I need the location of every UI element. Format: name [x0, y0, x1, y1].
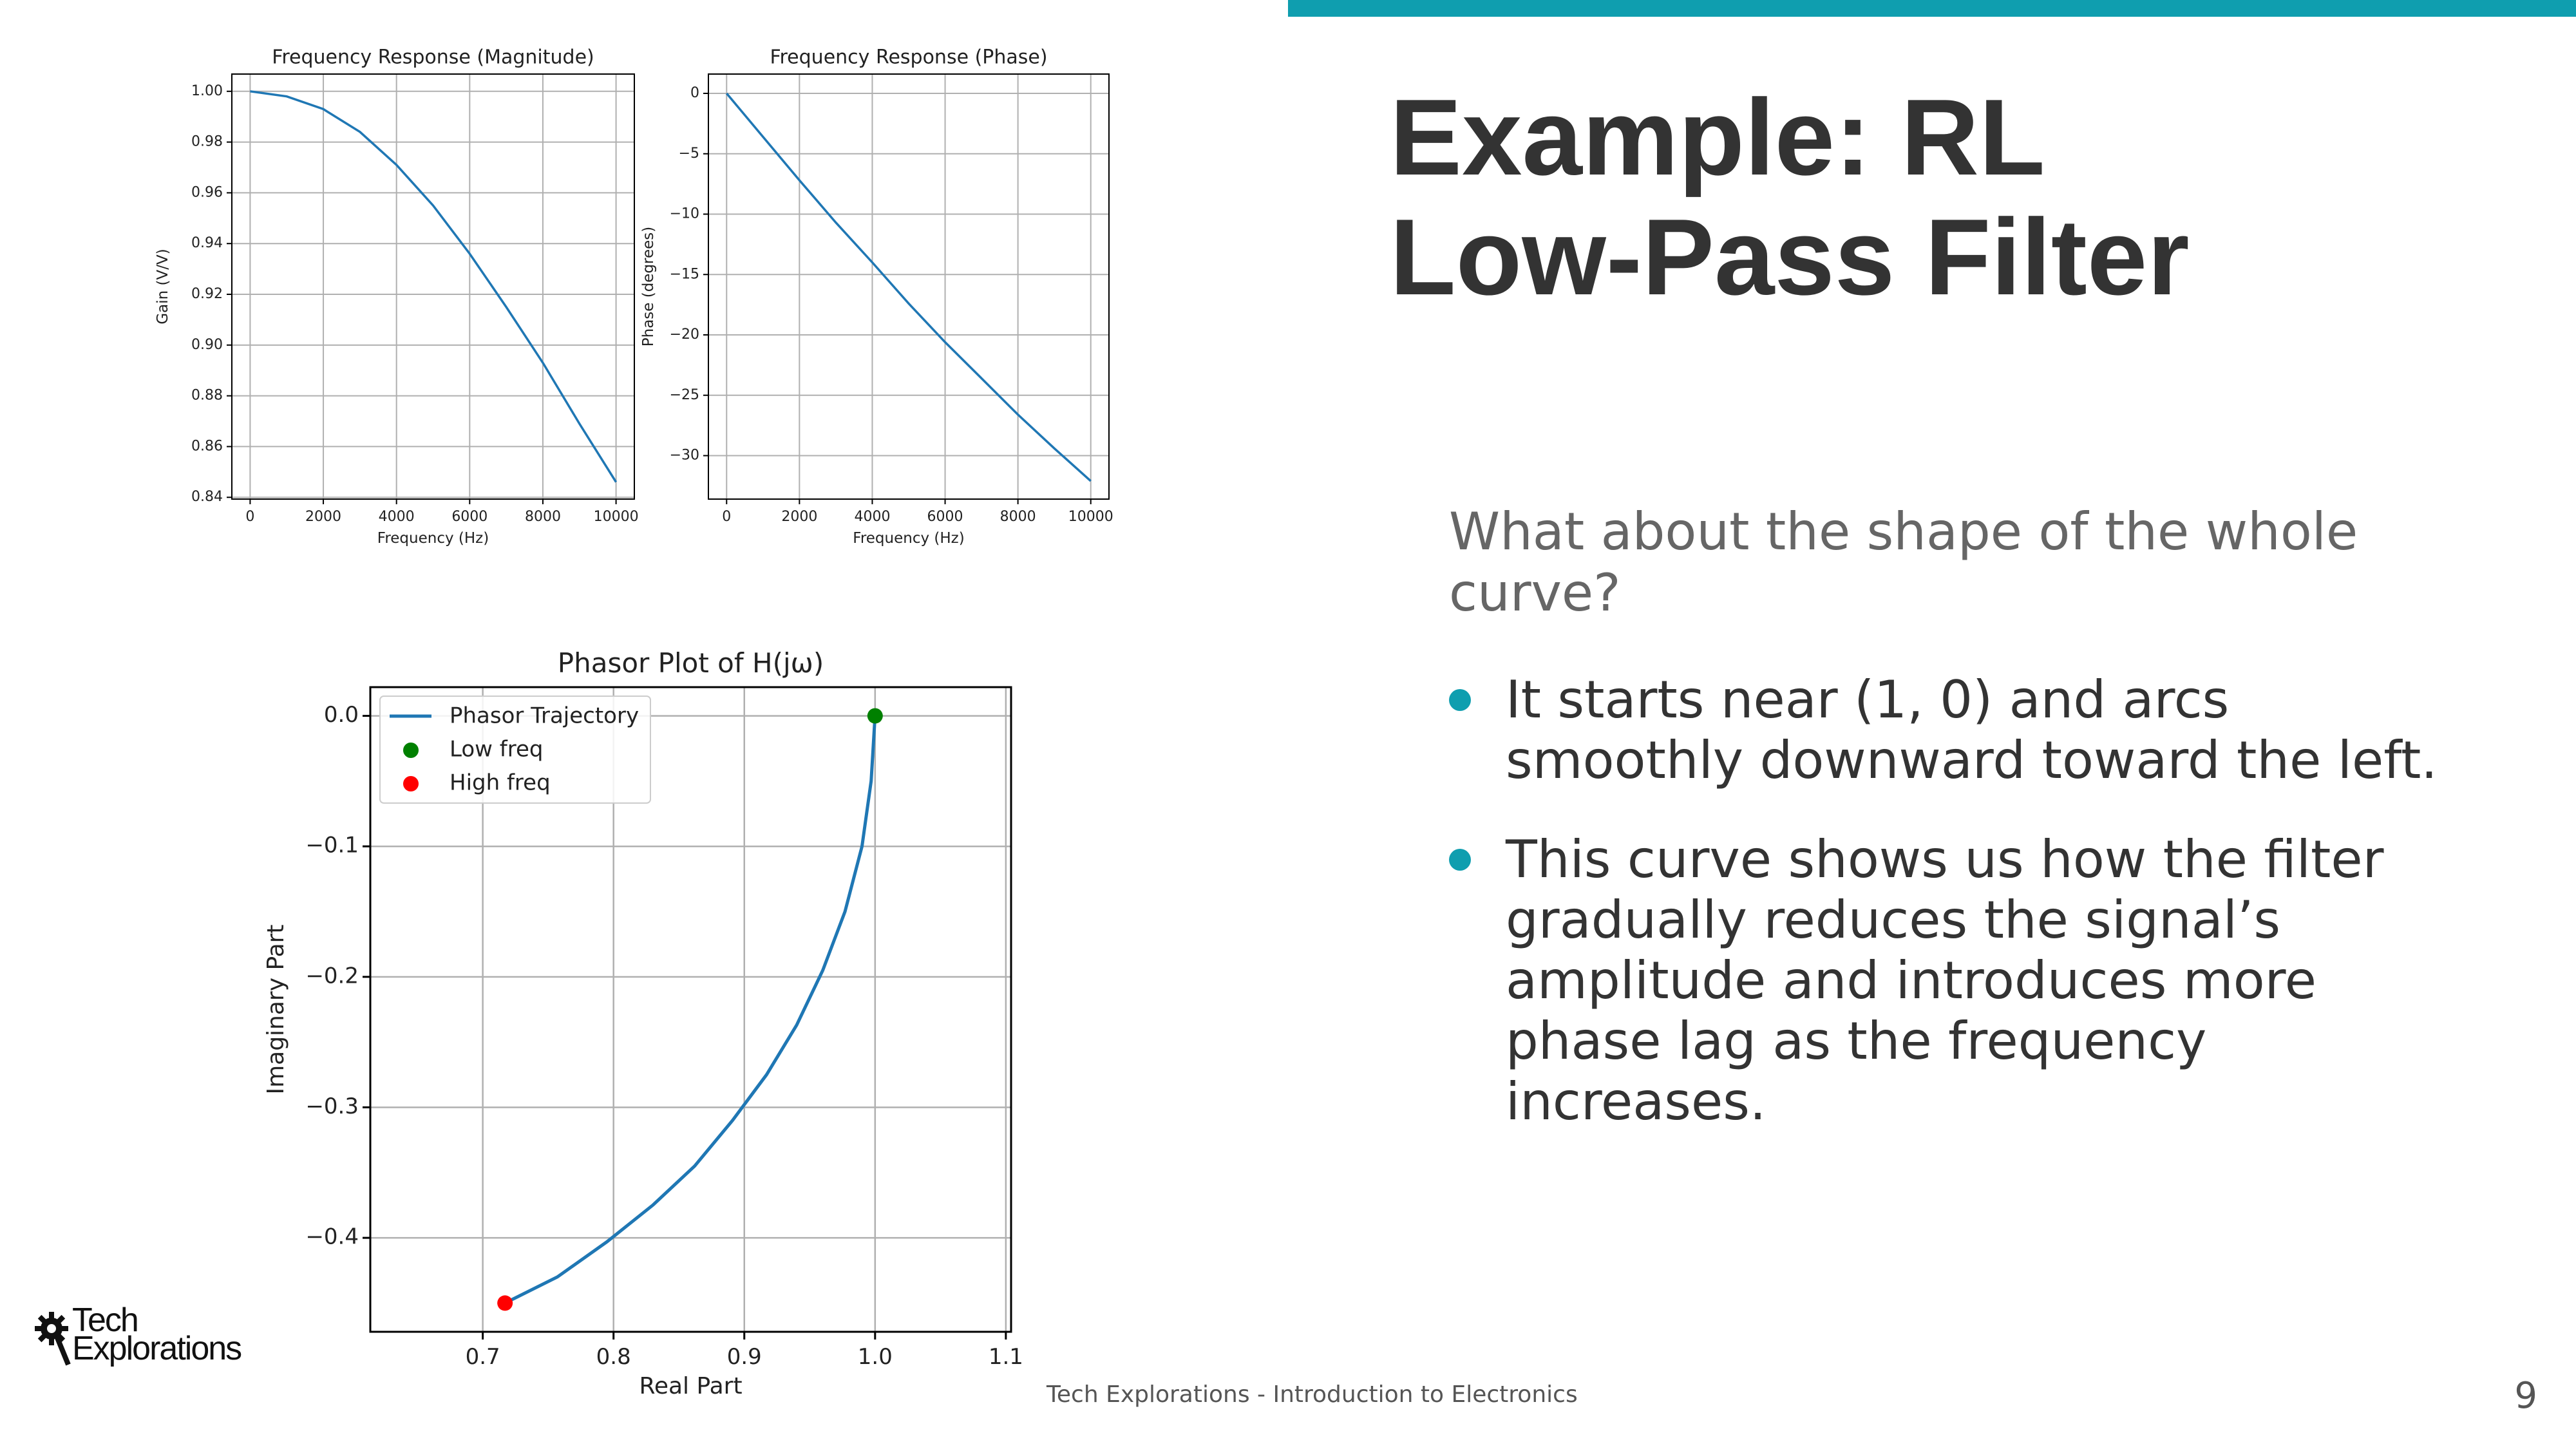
- slide-title: Example: RL Low-Pass Filter: [1390, 77, 2485, 317]
- bullet-item: It starts near (1, 0) and arcs smoothly …: [1449, 670, 2454, 791]
- y-tick-label: −5: [679, 146, 699, 162]
- legend-label-low: Low freq: [450, 737, 543, 762]
- page-number: 9: [2514, 1375, 2537, 1417]
- plot-frame: [231, 73, 635, 500]
- bullet-text: It starts near (1, 0) and arcs smoothly …: [1506, 670, 2438, 790]
- bullet-dot-icon: [1449, 689, 1471, 711]
- low-freq-point: [867, 708, 883, 724]
- footer-text: Tech Explorations - Introduction to Elec…: [1046, 1381, 1578, 1408]
- x-tick-label: 2000: [305, 509, 341, 525]
- gain-series-line: [250, 90, 618, 483]
- y-tick-label: 0.0: [324, 702, 359, 728]
- x-tick-label: 4000: [854, 509, 890, 525]
- x-tick-label: 0.9: [727, 1344, 762, 1370]
- y-tick-label: −30: [670, 448, 699, 464]
- bullet-dot-icon: [1449, 849, 1471, 871]
- y-tick-label: 0.92: [191, 286, 223, 302]
- y-tick-label: −15: [670, 266, 699, 282]
- x-tick-label: 6000: [451, 509, 488, 525]
- y-tick-label: 0.88: [191, 388, 223, 404]
- phase-chart: 0 2000 4000 6000 8000 10000 0 −5 −10 −15 −20 −25 −30…: [640, 46, 1113, 547]
- phase-series-line: [725, 92, 1092, 482]
- x-axis-label: Real Part: [639, 1373, 742, 1399]
- y-tick-label: −0.3: [305, 1094, 359, 1119]
- phasor-chart: 0.7 0.8 0.9 1.0 1.1 0.0 −0.1 −0.2 −0.3 −0.4 Phasor…: [263, 647, 1023, 1399]
- legend-low-swatch: [403, 743, 419, 758]
- x-tick-label: 4000: [379, 509, 415, 525]
- legend-box: [379, 696, 651, 804]
- y-tick-label: 0.86: [191, 438, 223, 454]
- x-tick-label: 0.8: [596, 1344, 631, 1370]
- logo-text-line-2: Explorations: [72, 1330, 242, 1367]
- gear-icon: [35, 1312, 71, 1366]
- y-tick-label: −10: [670, 206, 699, 222]
- y-tick-label: −0.2: [305, 963, 359, 989]
- chart-title: Frequency Response (Magnitude): [272, 46, 594, 69]
- chart-title: Frequency Response (Phase): [770, 46, 1047, 69]
- question-text: What about the shape of the whole curve?: [1449, 502, 2358, 623]
- x-axis-label: Frequency (Hz): [377, 530, 489, 547]
- phasor-trajectory-line: [504, 715, 877, 1305]
- magnitude-chart: 0 2000 4000 6000 8000 10000 0.84 0.86 0.88 0.90 0.…: [155, 46, 639, 547]
- y-tick-label: 0.84: [191, 489, 223, 505]
- legend-high-swatch: [403, 776, 419, 791]
- x-tick-label: 2000: [781, 509, 817, 525]
- y-axis-label: Phase (degrees): [640, 227, 657, 347]
- y-tick-label: −25: [670, 387, 699, 403]
- plot-frame: [708, 73, 1110, 500]
- x-tick-label: 10000: [594, 509, 639, 525]
- bullet-text: This curve shows us how the filter gradu…: [1506, 829, 2384, 1132]
- slide-title-line-2: Low-Pass Filter: [1390, 196, 2190, 317]
- chart-legend: Phasor Trajectory Low freq High freq: [379, 696, 651, 804]
- bullet-item: This curve shows us how the filter gradu…: [1449, 829, 2454, 1132]
- logo-text-line-1: Tech: [72, 1302, 139, 1339]
- x-tick-label: 0: [722, 509, 731, 525]
- y-tick-label: 1.00: [191, 83, 223, 99]
- y-tick-label: −20: [670, 327, 699, 343]
- y-tick-label: 0.90: [191, 337, 223, 353]
- legend-label-trajectory: Phasor Trajectory: [450, 703, 639, 729]
- accent-bar: [1288, 0, 2576, 17]
- x-tick-label: 8000: [1000, 509, 1036, 525]
- x-tick-label: 0.7: [466, 1344, 500, 1370]
- y-axis-label: Gain (V/V): [155, 249, 171, 324]
- x-axis-label: Frequency (Hz): [853, 530, 964, 547]
- x-tick-label: 10000: [1068, 509, 1113, 525]
- y-tick-label: 0: [690, 85, 699, 101]
- x-tick-label: 8000: [525, 509, 561, 525]
- plot-frame: [369, 686, 1012, 1333]
- tech-explorations-logo: Tech Explorations: [32, 1302, 264, 1375]
- y-tick-label: −0.1: [305, 833, 359, 858]
- y-tick-label: 0.96: [191, 184, 223, 200]
- legend-label-high: High freq: [450, 770, 551, 796]
- bullet-list: It starts near (1, 0) and arcs smoothly …: [1449, 670, 2454, 1171]
- y-tick-label: 0.98: [191, 134, 223, 150]
- y-axis-label: Imaginary Part: [263, 924, 289, 1094]
- slide-title-line-1: Example: RL: [1390, 77, 2045, 198]
- chart-title: Phasor Plot of H(jω): [558, 647, 824, 679]
- y-tick-label: 0.94: [191, 235, 223, 251]
- x-tick-label: 0: [245, 509, 254, 525]
- x-tick-label: 1.0: [858, 1344, 893, 1370]
- y-tick-label: −0.4: [305, 1224, 359, 1250]
- high-freq-point: [497, 1295, 513, 1311]
- x-tick-label: 6000: [927, 509, 963, 525]
- x-tick-label: 1.1: [989, 1344, 1023, 1370]
